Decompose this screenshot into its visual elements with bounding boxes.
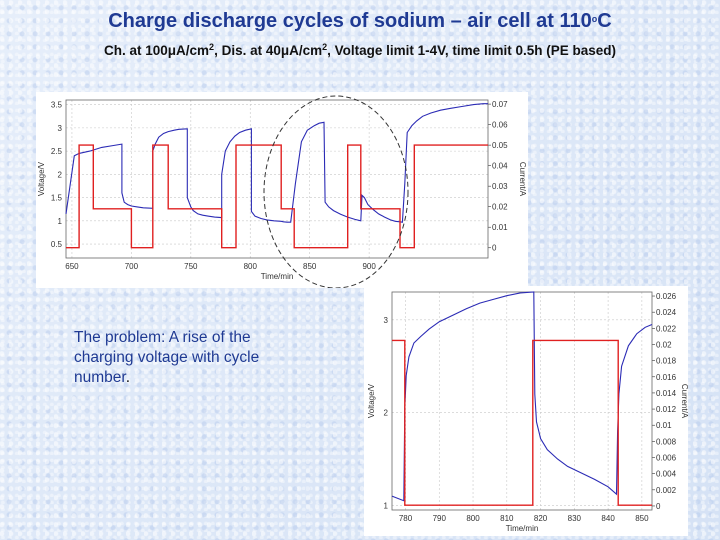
y2-tick-label: 0.012 bbox=[656, 405, 677, 414]
x-tick-label: 800 bbox=[244, 262, 258, 271]
y2-tick-label: 0.002 bbox=[656, 486, 677, 495]
y2-axis-label: Current/A bbox=[518, 162, 527, 197]
y2-tick-label: 0.022 bbox=[656, 324, 677, 333]
x-tick-label: 780 bbox=[399, 514, 413, 523]
y-tick-label: 2 bbox=[384, 409, 389, 418]
y-tick-label: 3 bbox=[58, 124, 63, 133]
voltage-series-line bbox=[65, 103, 488, 223]
y2-tick-label: 0.06 bbox=[492, 121, 508, 130]
y-tick-label: 2 bbox=[58, 170, 63, 179]
y2-tick-label: 0.01 bbox=[492, 223, 508, 232]
y2-tick-label: 0.04 bbox=[492, 162, 508, 171]
problem-text: The problem: A rise of the charging volt… bbox=[74, 329, 260, 386]
subtitle-part-c: , Voltage limit 1-4V, time limit 0.5h (P… bbox=[327, 43, 616, 58]
y-tick-label: 0.5 bbox=[51, 240, 63, 249]
y-tick-label: 1 bbox=[58, 217, 63, 226]
chart-cycles-overview-svg: 650 700 750 800 850 900 0.5 1 1.5 2 2.5 3 3.5 0 0.01 0.… bbox=[37, 95, 527, 288]
plot-frame bbox=[391, 291, 653, 511]
y-tick-label: 3.5 bbox=[51, 101, 63, 110]
y2-tick-label: 0 bbox=[492, 244, 497, 253]
y-axis-label: Voltage/V bbox=[367, 383, 376, 418]
slide-subtitle: Ch. at 100μA/cm2, Dis. at 40μA/cm2, Volt… bbox=[0, 42, 720, 58]
y-tick-label: 2.5 bbox=[51, 147, 63, 156]
subtitle-part-a: Ch. at 100μA/cm bbox=[104, 43, 210, 58]
x-tick-label: 750 bbox=[184, 262, 198, 271]
x-tick-label: 900 bbox=[362, 262, 376, 271]
x-tick-label: 850 bbox=[303, 262, 317, 271]
subtitle-part-b: , Dis. at 40μA/cm bbox=[214, 43, 323, 58]
x-tick-label: 830 bbox=[568, 514, 582, 523]
y2-tick-label: 0.016 bbox=[656, 373, 677, 382]
subtitle-sup-1: 2 bbox=[209, 42, 215, 52]
y2-axis-label: Current/A bbox=[680, 384, 688, 419]
y2-tick-label: 0.01 bbox=[656, 421, 672, 430]
plot-frame bbox=[65, 99, 489, 259]
problem-period: . bbox=[125, 369, 131, 386]
title-unit: C bbox=[597, 10, 612, 32]
x-tick-label: 790 bbox=[433, 514, 447, 523]
y2-tick-label: 0.006 bbox=[656, 454, 677, 463]
x-tick-label: 820 bbox=[534, 514, 548, 523]
x-tick-label: 840 bbox=[601, 514, 615, 523]
y2-tick-label: 0.014 bbox=[656, 389, 677, 398]
y2-tick-label: 0.07 bbox=[492, 100, 508, 109]
title-degree: o bbox=[591, 14, 598, 24]
y2-tick-label: 0.018 bbox=[656, 357, 677, 366]
subtitle-sup-2: 2 bbox=[322, 42, 328, 52]
y-tick-label: 1.5 bbox=[51, 194, 63, 203]
x-tick-label: 700 bbox=[125, 262, 139, 271]
y2-tick-label: 0 bbox=[656, 502, 661, 511]
problem-note: The problem: A rise of the charging volt… bbox=[74, 328, 314, 388]
x-axis-label: Time/min bbox=[261, 272, 294, 281]
current-series-line bbox=[66, 144, 488, 249]
y2-tick-label: 0.026 bbox=[656, 292, 677, 301]
x-tick-label: 850 bbox=[635, 514, 649, 523]
y2-tick-label: 0.03 bbox=[492, 182, 508, 191]
chart-cycles-overview: 650 700 750 800 850 900 0.5 1 1.5 2 2.5 3 3.5 0 0.01 0.… bbox=[36, 92, 528, 288]
y2-tick-label: 0.05 bbox=[492, 141, 508, 150]
y-axis-label: Voltage/V bbox=[37, 161, 46, 196]
chart-cycle-detail-svg: 780 790 800 810 820 830 840 850 1 2 3 0 0.002 0.004 0.… bbox=[367, 291, 688, 533]
x-tick-label: 810 bbox=[500, 514, 514, 523]
x-tick-label: 650 bbox=[65, 262, 79, 271]
y2-tick-label: 0.004 bbox=[656, 470, 677, 479]
y-tick-label: 1 bbox=[384, 501, 389, 510]
highlight-ellipse bbox=[263, 95, 409, 288]
slide-title: Charge discharge cycles of sodium – air … bbox=[0, 10, 720, 33]
x-tick-label: 800 bbox=[466, 514, 480, 523]
current-series-line bbox=[392, 339, 652, 506]
y2-tick-label: 0.008 bbox=[656, 437, 677, 446]
y2-tick-label: 0.024 bbox=[656, 308, 677, 317]
y2-tick-label: 0.02 bbox=[656, 340, 672, 349]
y-tick-label: 3 bbox=[384, 316, 389, 325]
x-axis-label: Time/min bbox=[506, 524, 539, 533]
voltage-series-line bbox=[391, 291, 653, 502]
title-main: Charge discharge cycles of sodium – air … bbox=[108, 10, 592, 32]
y2-tick-label: 0.02 bbox=[492, 203, 508, 212]
chart-cycle-detail: 780 790 800 810 820 830 840 850 1 2 3 0 0.002 0.004 0.… bbox=[364, 286, 688, 536]
